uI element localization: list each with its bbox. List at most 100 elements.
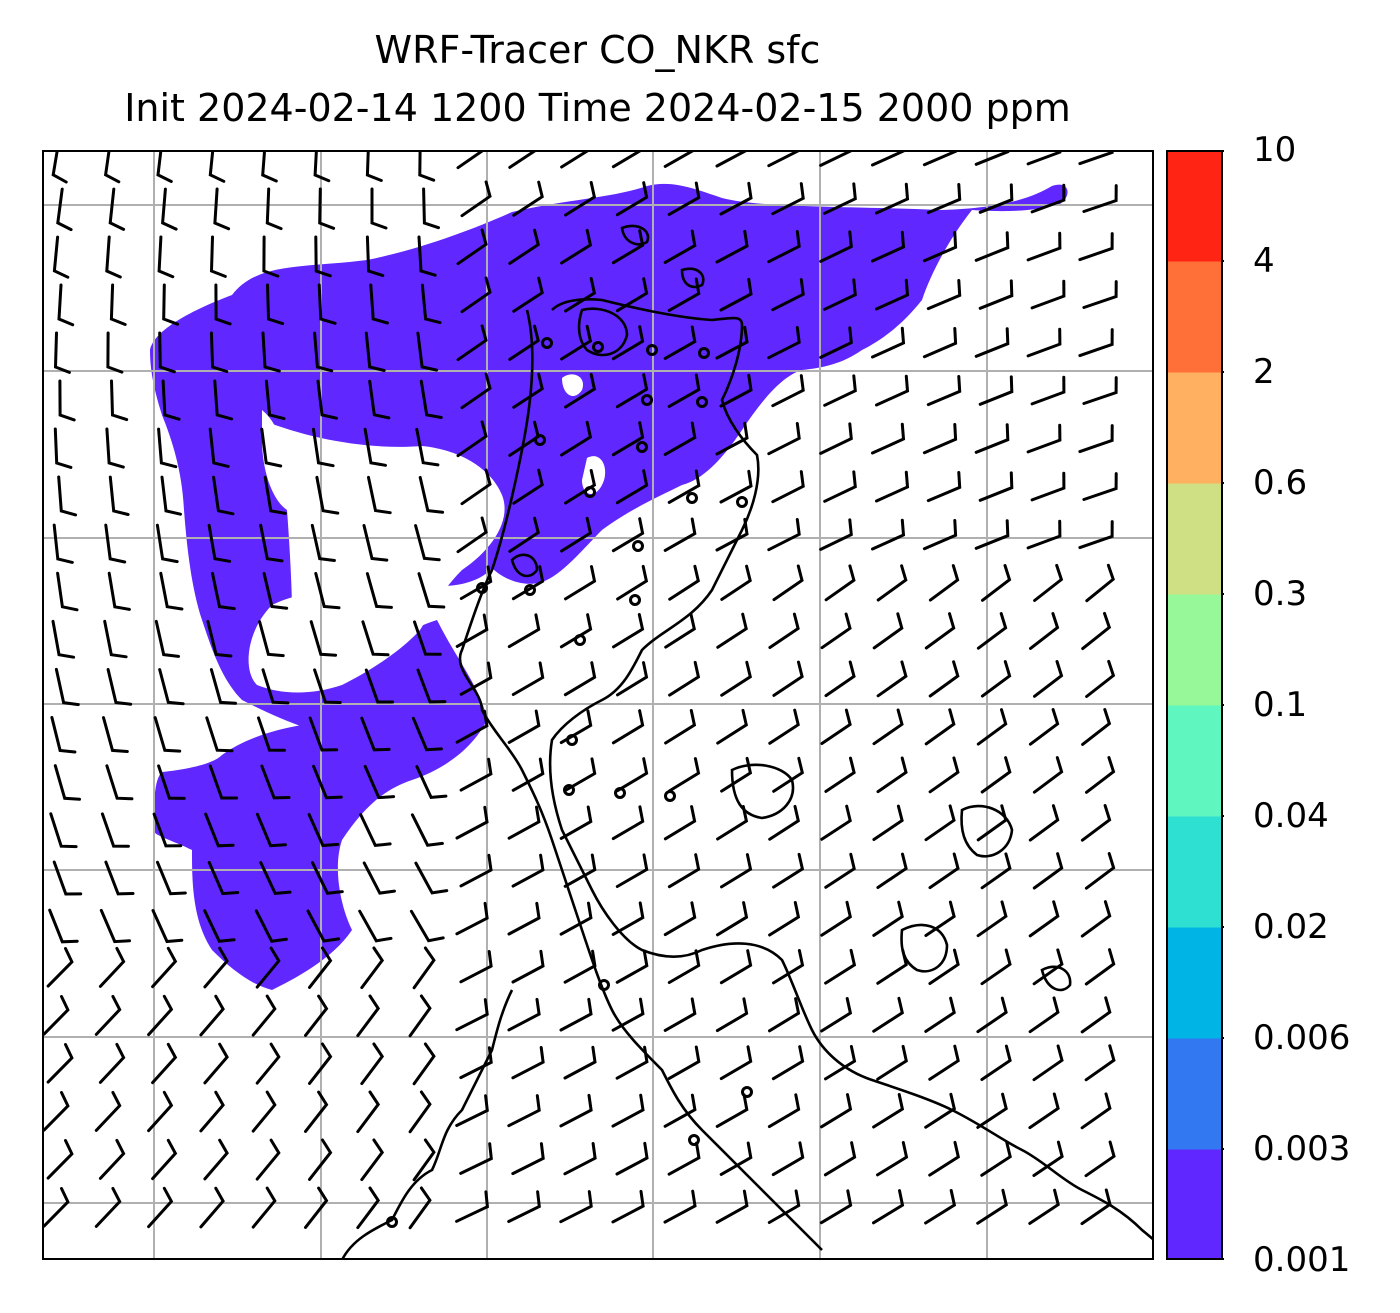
wind-barb [208, 427, 230, 468]
wind-barb [564, 565, 597, 601]
wind-barb [819, 326, 853, 359]
wind-barb [415, 427, 440, 467]
wind-barb [455, 709, 489, 744]
wind-barb [611, 150, 645, 169]
wind-barb [459, 853, 493, 888]
colorbar-segment-7 [1166, 372, 1222, 484]
calm-wind-circle [566, 734, 578, 746]
wind-barb [266, 283, 285, 326]
wind-barb [772, 660, 804, 697]
wind-barb [157, 235, 175, 279]
wind-barb [255, 812, 287, 848]
wind-barb [42, 995, 70, 1036]
coastline-north [548, 298, 1154, 1241]
wind-barb [875, 182, 910, 215]
wind-barb [364, 331, 386, 372]
colorbar-tick-label: 0.3 [1253, 574, 1308, 614]
wind-barb [46, 1043, 74, 1084]
wind-barb [416, 668, 447, 704]
coastline-peninsula [458, 309, 823, 1251]
wind-barb [460, 372, 492, 410]
wind-barb [251, 1090, 277, 1133]
calm-wind-circle [563, 784, 575, 796]
wind-barb [367, 475, 392, 515]
wind-barb [663, 421, 697, 456]
wind-barb [720, 660, 753, 697]
wind-barb [667, 949, 701, 984]
wind-barb [261, 668, 290, 705]
wind-barb [255, 946, 281, 989]
wind-barb [259, 523, 284, 563]
wind-barb [455, 1094, 489, 1127]
wind-barb [507, 613, 541, 649]
wind-barb [368, 379, 391, 420]
wind-barb [872, 804, 904, 841]
calm-wind-circle [629, 594, 641, 606]
wind-barb [204, 812, 235, 848]
wind-barb [56, 571, 79, 612]
wind-barb [147, 994, 174, 1037]
wind-barb [105, 235, 122, 279]
wind-barb [455, 805, 489, 840]
wind-barb [667, 373, 701, 408]
wind-barb [42, 1187, 70, 1228]
wind-barb [459, 565, 493, 600]
wind-barb [922, 327, 958, 359]
wind-barb [667, 1141, 701, 1176]
chart-title-line1: WRF-Tracer CO_NKR sfc [374, 28, 821, 72]
wind-barb [715, 517, 749, 552]
wind-barb [255, 1042, 281, 1085]
wind-barb [508, 324, 540, 361]
wind-barb [408, 1090, 432, 1134]
wind-barb [615, 949, 649, 984]
wind-barb [54, 667, 80, 707]
wind-barb [414, 524, 441, 562]
wind-barb [207, 860, 240, 896]
wind-barb [260, 764, 291, 800]
wind-barb [311, 861, 344, 895]
wind-barb [1028, 1188, 1060, 1225]
calm-wind-circle [524, 584, 536, 596]
wind-barb [356, 1186, 381, 1230]
wind-barb [823, 1141, 857, 1177]
wind-barb [771, 278, 805, 312]
wind-barb [663, 1093, 697, 1128]
wind-barb [1078, 424, 1114, 454]
wind-barb [1028, 804, 1060, 842]
wind-barb [668, 660, 701, 697]
wind-barb [209, 331, 229, 373]
wind-barb [922, 150, 958, 167]
wind-barb [560, 420, 593, 457]
wind-barb [663, 325, 697, 360]
wind-barb [820, 612, 852, 650]
calm-wind-circle [688, 1134, 700, 1146]
wind-barb [875, 470, 910, 503]
wind-barb [872, 1093, 905, 1129]
wind-barb [308, 716, 339, 752]
wind-barb [1028, 1092, 1060, 1130]
wind-barb [772, 949, 805, 985]
wind-barb [304, 1090, 329, 1133]
wind-barb [412, 946, 436, 990]
wind-barb [872, 900, 904, 937]
wind-barb [716, 612, 748, 649]
wind-barb [876, 852, 908, 889]
calm-wind-circle [664, 790, 676, 802]
wind-barb [876, 948, 908, 985]
wind-barb [208, 764, 239, 800]
wind-barb [304, 1186, 329, 1229]
wind-barb [922, 423, 958, 455]
wind-barb [153, 716, 182, 753]
wind-barb [460, 180, 492, 218]
colorbar-tick-label: 2 [1253, 352, 1275, 392]
wind-barb [306, 909, 341, 943]
wind-barb [308, 1042, 333, 1085]
wind-barb [360, 1042, 385, 1086]
calm-wind-circle [584, 486, 596, 498]
wind-barb [926, 183, 962, 215]
wind-barb [1084, 852, 1116, 890]
wind-barb [416, 331, 439, 372]
wind-barb [459, 661, 493, 696]
wind-barb [1028, 900, 1060, 938]
wind-barb [771, 182, 805, 216]
